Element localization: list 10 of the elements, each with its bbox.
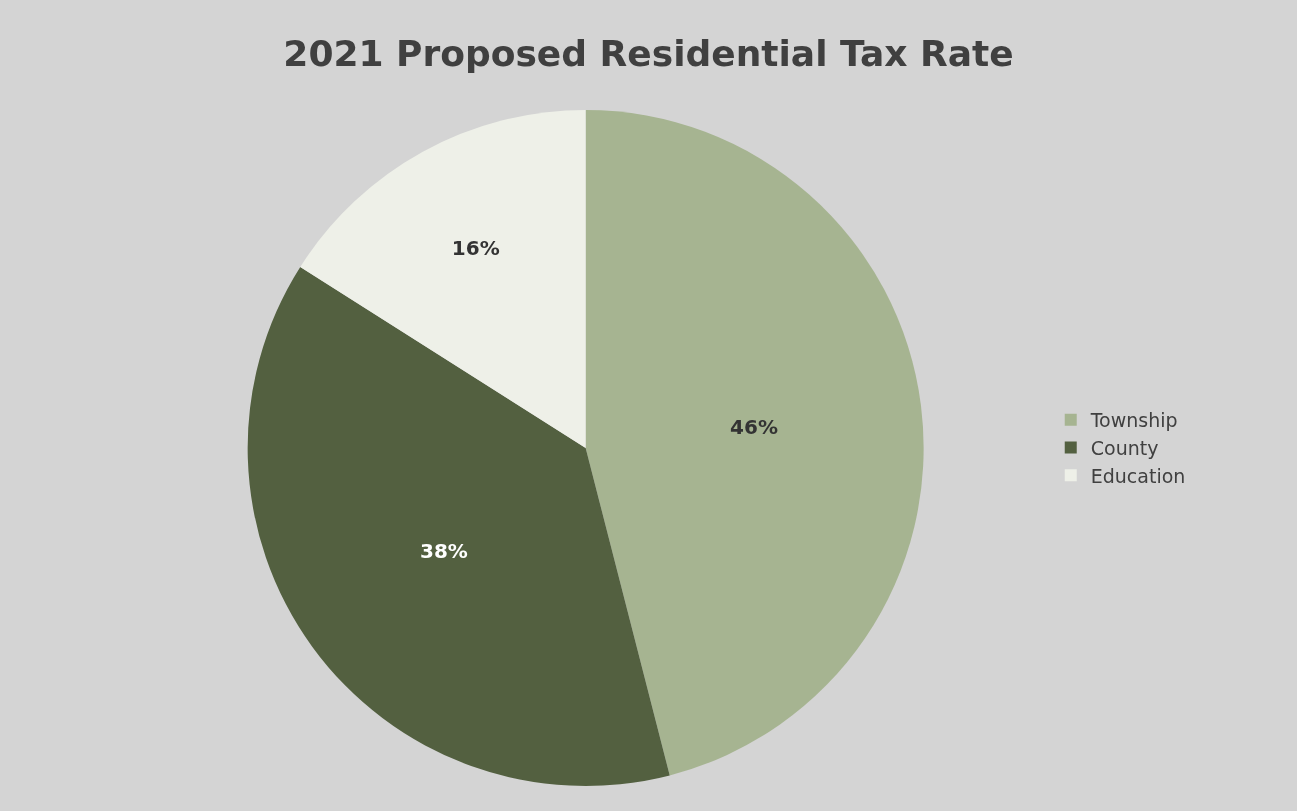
chart-title: 2021 Proposed Residential Tax Rate <box>283 32 1014 74</box>
legend-label: County <box>1090 436 1159 459</box>
pie-slice <box>300 110 586 448</box>
data-label: 46% <box>730 414 778 439</box>
data-label: 38% <box>420 538 468 563</box>
legend-label: Education <box>1090 464 1186 487</box>
data-label: 16% <box>451 236 500 261</box>
pie-slice <box>248 266 670 786</box>
pie-slice <box>585 110 923 776</box>
legend-label: Township <box>1089 409 1178 432</box>
